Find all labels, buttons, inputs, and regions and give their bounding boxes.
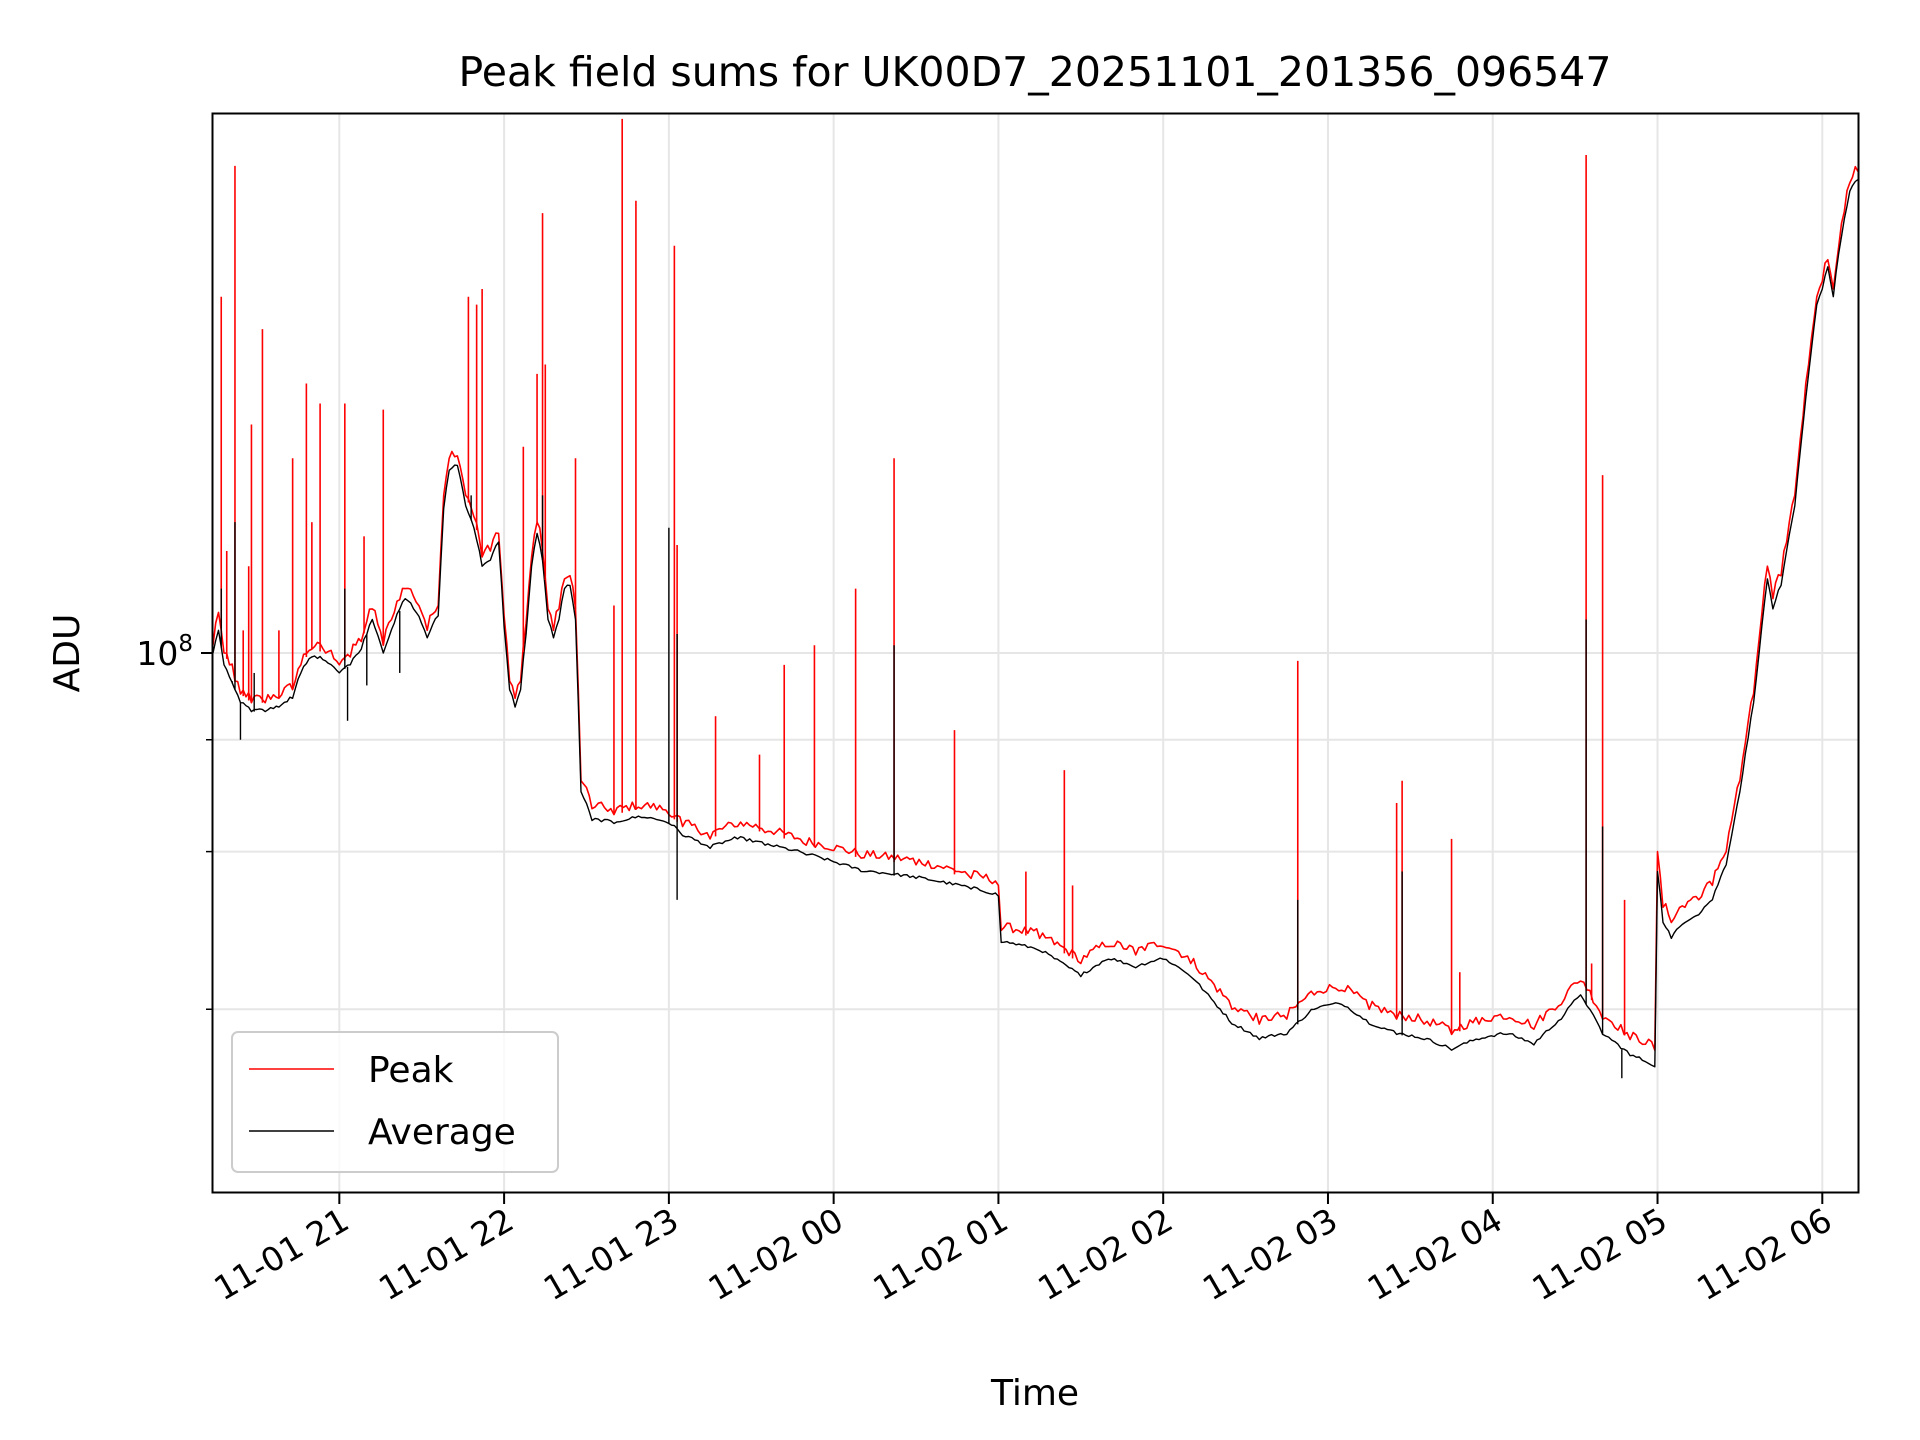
legend-box [231,1031,559,1173]
legend-peak-label: Peak [368,1050,454,1091]
series-average-line [212,178,1859,1068]
chart-title: Peak field sums for UK00D7_20251101_2013… [459,48,1612,96]
legend: Peak Average [231,1031,559,1173]
y-axis-label: ADU [47,614,88,693]
series-peak-line [212,165,1859,1051]
y-tick-label: 108 [136,631,193,673]
x-axis-label: Time [990,1373,1079,1414]
series-layer [212,118,1859,1079]
legend-average-label: Average [368,1112,516,1153]
